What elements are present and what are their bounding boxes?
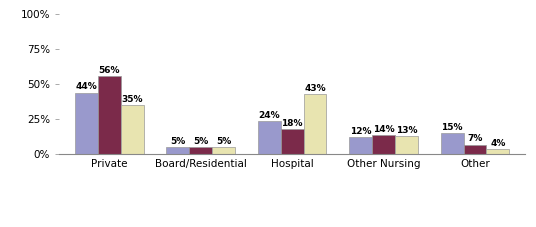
Text: 56%: 56% — [99, 66, 120, 74]
Bar — [441, 133, 464, 154]
Bar — [121, 105, 144, 154]
Text: 5%: 5% — [193, 137, 209, 146]
Text: 24%: 24% — [258, 111, 280, 119]
Bar — [464, 145, 487, 154]
Text: 5%: 5% — [216, 137, 231, 146]
Text: 7%: 7% — [467, 134, 483, 143]
Text: 12%: 12% — [350, 127, 371, 136]
Bar — [189, 147, 212, 154]
Bar — [372, 135, 395, 154]
Text: 5%: 5% — [170, 137, 185, 146]
Bar — [98, 76, 121, 154]
Text: 44%: 44% — [76, 82, 97, 91]
Bar — [75, 93, 98, 154]
Bar — [349, 138, 372, 154]
Text: 13%: 13% — [396, 126, 417, 135]
Text: 35%: 35% — [121, 95, 143, 104]
Text: 15%: 15% — [441, 123, 463, 132]
Bar — [487, 149, 509, 154]
Text: 43%: 43% — [304, 84, 326, 93]
Text: 14%: 14% — [373, 125, 394, 133]
Bar — [395, 136, 418, 154]
Bar — [166, 147, 189, 154]
Bar — [281, 129, 303, 154]
Bar — [303, 94, 326, 154]
Bar — [212, 147, 235, 154]
Text: 4%: 4% — [490, 139, 505, 148]
Text: 18%: 18% — [281, 119, 303, 128]
Bar — [258, 121, 281, 154]
